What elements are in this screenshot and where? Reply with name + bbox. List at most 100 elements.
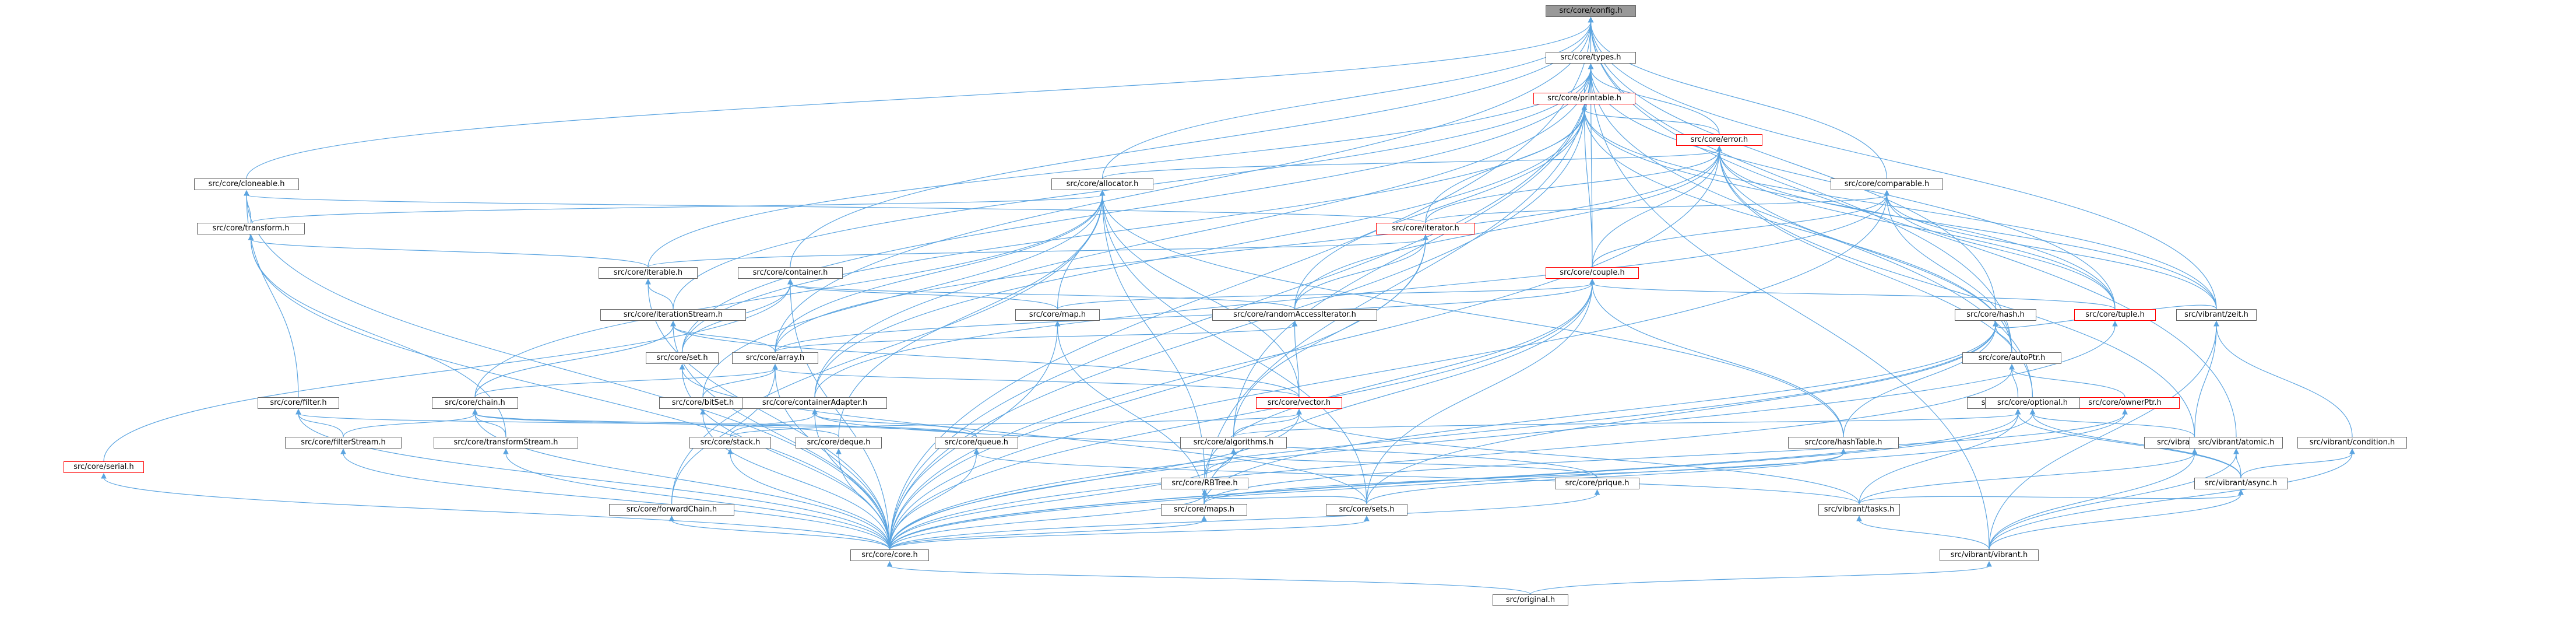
- edge-hash-to-sets: [1366, 325, 1996, 505]
- edge-tuple-to-core: [889, 325, 2116, 550]
- edge-arrowhead-maps-to-core: [1201, 515, 1207, 521]
- edge-array-to-vector: [775, 368, 1300, 398]
- node-condition[interactable]: src/vibrant/condition.h: [2297, 437, 2407, 449]
- node-sets[interactable]: src/core/sets.h: [1326, 504, 1407, 516]
- edge-RBTree-to-core: [889, 493, 1205, 550]
- edge-arrowhead-atomic-to-vibrant: [2233, 448, 2239, 454]
- edge-comparable-to-couple: [1592, 194, 1888, 268]
- edge-arrowhead-tasks-to-vibrant: [1856, 515, 1862, 521]
- edge-algorithms-to-prique: [1233, 453, 1598, 478]
- edge-cloneable-to-iterator: [246, 194, 1426, 223]
- edge-printable-to-core: [889, 108, 1585, 550]
- node-iterable[interactable]: src/core/iterable.h: [599, 267, 698, 279]
- edge-config-to-comparable: [1590, 21, 1888, 179]
- edge-deque-to-core: [838, 453, 891, 550]
- edge-transform-to-core: [250, 239, 891, 550]
- edge-allocator-to-deque: [838, 194, 1103, 437]
- node-map[interactable]: src/core/map.h: [1015, 309, 1100, 321]
- node-tuple[interactable]: src/core/tuple.h: [2074, 309, 2156, 321]
- node-transformStream[interactable]: src/core/transformStream.h: [434, 437, 578, 449]
- edge-sets-to-core: [889, 520, 1367, 550]
- edge-condition-to-vibrant: [1989, 453, 2353, 550]
- node-allocator[interactable]: src/core/allocator.h: [1051, 178, 1153, 190]
- node-autoPtr[interactable]: src/core/autoPtr.h: [1962, 352, 2061, 364]
- node-async[interactable]: src/vibrant/async.h: [2194, 478, 2288, 489]
- node-couple[interactable]: src/core/couple.h: [1546, 267, 1639, 279]
- edge-arrowhead-algorithms-to-core: [1230, 448, 1237, 454]
- edge-types-to-error: [1590, 68, 1720, 135]
- node-forwardChain[interactable]: src/core/forwardChain.h: [609, 504, 734, 516]
- node-transform[interactable]: src/core/transform.h: [197, 223, 305, 234]
- edge-iterable-to-core: [647, 283, 891, 550]
- edge-randomAccessIterator-to-array: [775, 325, 1296, 353]
- node-RBTree[interactable]: src/core/RBTree.h: [1161, 478, 1248, 489]
- edge-algorithms-to-core: [889, 453, 1234, 550]
- node-hashTable[interactable]: src/core/hashTable.h: [1788, 437, 1899, 449]
- node-original[interactable]: src/original.h: [1493, 594, 1568, 606]
- node-vector[interactable]: src/core/vector.h: [1256, 397, 1342, 409]
- node-comparable[interactable]: src/core/comparable.h: [1831, 178, 1943, 190]
- edge-chain-to-deque: [474, 413, 839, 437]
- node-container[interactable]: src/core/container.h: [738, 267, 843, 279]
- edge-transformStream-to-core: [505, 453, 891, 550]
- node-ownerPtr[interactable]: src/core/ownerPtr.h: [2070, 397, 2180, 409]
- node-vibrant[interactable]: src/vibrant/vibrant.h: [1940, 549, 2039, 561]
- edge-hashTable-to-sets: [1366, 453, 1844, 505]
- edge-cloneable-to-core: [246, 194, 891, 550]
- node-array[interactable]: src/core/array.h: [732, 352, 818, 364]
- edge-couple-to-array: [775, 283, 1593, 353]
- node-maps[interactable]: src/core/maps.h: [1161, 504, 1247, 516]
- node-algorithms[interactable]: src/core/algorithms.h: [1180, 437, 1287, 449]
- node-optional[interactable]: src/core/optional.h: [1985, 397, 2080, 409]
- node-bitSet[interactable]: src/core/bitSet.h: [659, 397, 747, 409]
- edge-types-to-containerAdapter: [814, 68, 1592, 398]
- edge-config-to-core: [889, 21, 1592, 550]
- edge-refCntPtr-to-algorithms: [1233, 413, 2019, 437]
- edge-couple-to-sets: [1366, 283, 1593, 505]
- node-printable[interactable]: src/core/printable.h: [1533, 93, 1635, 104]
- edge-arrowhead-printable-to-set: [1581, 104, 1588, 110]
- node-randomAccessIterator[interactable]: src/core/randomAccessIterator.h: [1212, 309, 1377, 321]
- node-tasks[interactable]: src/vibrant/tasks.h: [1818, 504, 1900, 516]
- node-queue[interactable]: src/core/queue.h: [935, 437, 1018, 449]
- edge-arrowhead-zeit-to-vibrant: [2213, 320, 2219, 327]
- node-containerAdapter[interactable]: src/core/containerAdapter.h: [742, 397, 887, 409]
- node-core[interactable]: src/core/core.h: [850, 549, 929, 561]
- edge-hash-to-autoPtr: [1995, 325, 2012, 353]
- edge-iterator-to-iterable: [647, 239, 1426, 268]
- node-error[interactable]: src/core/error.h: [1676, 134, 1762, 146]
- edge-arrowhead-array-to-core: [772, 363, 778, 370]
- node-deque[interactable]: src/core/deque.h: [796, 437, 882, 449]
- node-chain[interactable]: src/core/chain.h: [432, 397, 518, 409]
- edge-arrowhead-stack-to-core: [727, 448, 733, 454]
- edge-error-to-array: [775, 150, 1720, 353]
- node-filter[interactable]: src/core/filter.h: [258, 397, 339, 409]
- node-set[interactable]: src/core/set.h: [646, 352, 719, 364]
- edge-containerAdapter-to-queue: [814, 413, 977, 437]
- node-iterationStream[interactable]: src/core/iterationStream.h: [600, 309, 746, 321]
- edge-serial-to-core: [103, 477, 891, 550]
- node-atomic[interactable]: src/vibrant/atomic.h: [2190, 437, 2283, 449]
- node-stack[interactable]: src/core/stack.h: [689, 437, 771, 449]
- edge-vibrant-to-original: [1530, 565, 1990, 595]
- node-prique[interactable]: src/core/prique.h: [1555, 478, 1639, 489]
- node-serial[interactable]: src/core/serial.h: [64, 461, 144, 473]
- edge-arrowhead-set-to-core: [679, 363, 685, 370]
- edge-printable-to-set: [681, 108, 1585, 353]
- edge-arrowhead-error-to-array: [1716, 145, 1722, 152]
- node-filterStream[interactable]: src/core/filterStream.h: [285, 437, 402, 449]
- edge-RBTree-to-sets: [1204, 493, 1367, 505]
- edge-printable-to-error: [1583, 108, 1720, 135]
- edge-error-to-randomAccessIterator: [1294, 150, 1720, 310]
- edge-hash-to-hashTable: [1843, 325, 1996, 437]
- edge-arrowhead-bitSet-to-core: [700, 408, 706, 415]
- node-zeit[interactable]: src/vibrant/zeit.h: [2176, 309, 2257, 321]
- edge-array-to-core: [775, 368, 891, 550]
- edge-config-to-autoPtr: [1590, 21, 2012, 353]
- edge-zeit-to-thread: [2194, 325, 2217, 437]
- node-hash[interactable]: src/core/hash.h: [1955, 309, 2036, 321]
- node-types[interactable]: src/core/types.h: [1546, 52, 1636, 64]
- node-cloneable[interactable]: src/core/cloneable.h: [194, 178, 299, 190]
- node-iterator[interactable]: src/core/iterator.h: [1376, 223, 1475, 234]
- edge-map-to-maps: [1057, 325, 1205, 505]
